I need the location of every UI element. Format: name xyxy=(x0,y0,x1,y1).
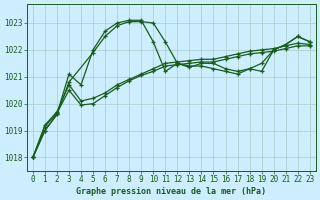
X-axis label: Graphe pression niveau de la mer (hPa): Graphe pression niveau de la mer (hPa) xyxy=(76,187,266,196)
